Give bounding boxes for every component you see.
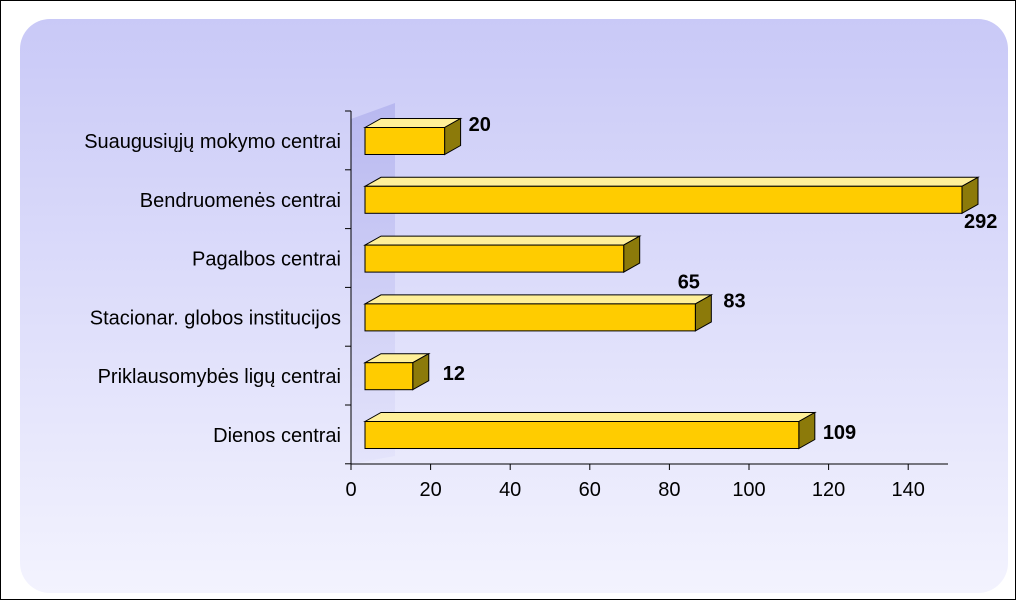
x-tick-label: 140 xyxy=(892,479,925,501)
bar xyxy=(363,176,980,215)
data-label: 65 xyxy=(678,272,700,294)
bar xyxy=(363,117,463,156)
x-tick-label: 120 xyxy=(812,479,845,501)
bar-front-face xyxy=(364,185,963,214)
bar xyxy=(363,411,817,450)
bar-top-face xyxy=(363,235,642,246)
data-label: 292 xyxy=(964,211,997,233)
bar xyxy=(363,235,642,273)
bar-front-face xyxy=(364,303,696,332)
data-label: 83 xyxy=(723,290,745,312)
data-label: 20 xyxy=(469,114,491,136)
x-tick-label: 40 xyxy=(499,479,521,501)
category-label: Dienos centrai xyxy=(213,425,341,447)
x-tick-label: 80 xyxy=(658,479,680,501)
bar-front-face xyxy=(364,244,625,273)
bar-top-face xyxy=(363,294,714,305)
x-tick-label: 20 xyxy=(419,479,441,501)
category-label: Pagalbos centrai xyxy=(192,249,341,271)
plot-side-wall xyxy=(351,103,395,464)
bar-top-face xyxy=(363,176,980,187)
x-tick-label: 100 xyxy=(732,479,765,501)
category-label: Priklausomybės ligų centrai xyxy=(98,366,341,388)
bar-front-face xyxy=(364,362,414,391)
x-tick-label: 60 xyxy=(579,479,601,501)
bar-top-face xyxy=(363,412,817,422)
category-label: Stacionar. globos institucijos xyxy=(90,307,341,329)
data-label: 109 xyxy=(823,422,856,444)
bar-front-face xyxy=(364,421,800,449)
bar-front-face xyxy=(364,127,446,155)
x-tick-label: 0 xyxy=(345,479,356,501)
bar xyxy=(363,294,714,332)
bar xyxy=(363,352,431,391)
category-label: Suaugusiųjų mokymo centrai xyxy=(84,131,341,153)
category-label: Bendruomenės centrai xyxy=(140,190,341,212)
data-label: 12 xyxy=(443,363,465,385)
